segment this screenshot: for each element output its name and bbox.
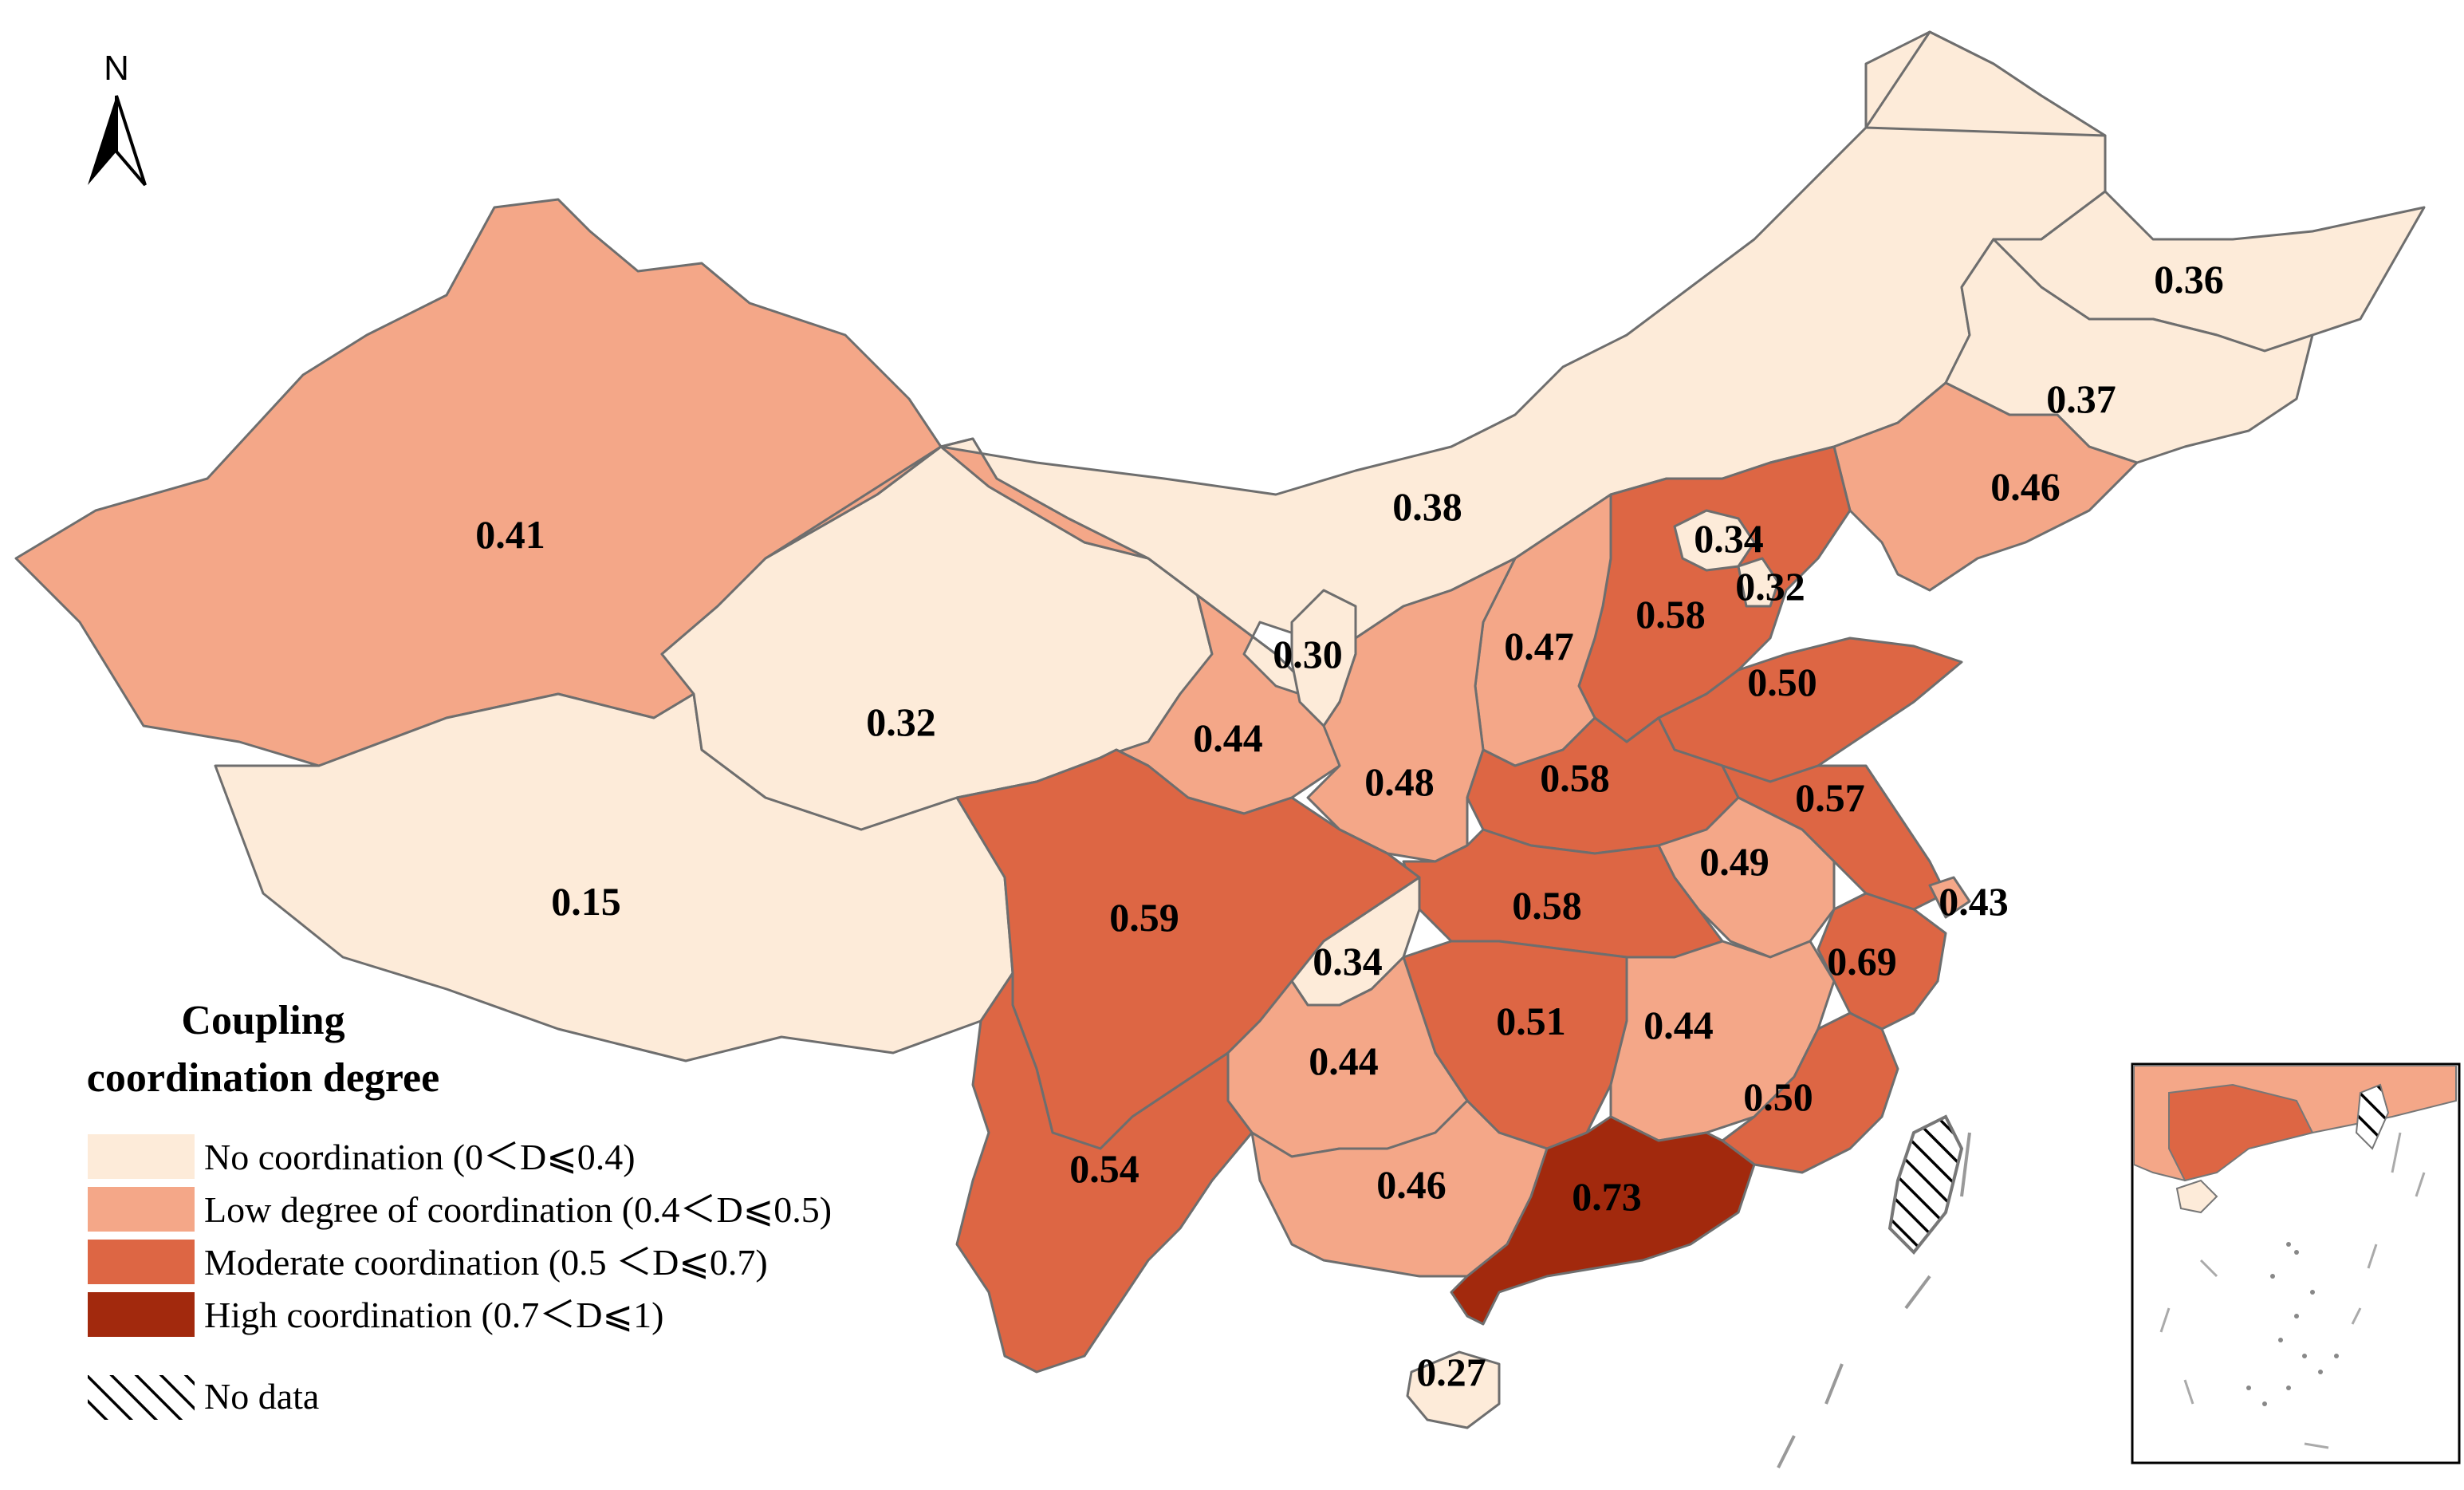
province-liaoning: [1832, 381, 2139, 592]
value-label-henan: 0.58: [1540, 755, 1610, 800]
value-label-ningxia: 0.30: [1273, 632, 1343, 676]
value-label-fujian: 0.50: [1743, 1074, 1813, 1119]
value-label-shaanxi: 0.48: [1364, 759, 1435, 804]
legend-item-2: Moderate coordination (0.5 ＜D⩽0.7): [88, 1240, 768, 1284]
province-beijing: [1673, 509, 1756, 572]
legend-label-3: High coordination (0.7＜D⩽1): [204, 1295, 663, 1335]
legend-item-3: High coordination (0.7＜D⩽1): [88, 1292, 663, 1337]
value-label-zhejiang: 0.69: [1827, 939, 1897, 983]
province-hainan: [1406, 1350, 1501, 1429]
legend-label-no-data: No data: [204, 1376, 319, 1417]
value-label-jilin: 0.37: [2046, 376, 2116, 421]
value-label-hunan: 0.51: [1496, 999, 1566, 1043]
value-label-jiangsu: 0.57: [1795, 775, 1865, 820]
south-china-sea-inset: [2131, 1062, 2461, 1464]
legend-swatch-3: [88, 1292, 195, 1337]
province-heilongjiang: [1864, 30, 2426, 353]
legend-item-1: Low degree of coordination (0.4＜D⩽0.5): [88, 1187, 832, 1232]
value-label-jiangxi: 0.44: [1643, 1003, 1714, 1047]
inset-dots: [2246, 1242, 2339, 1406]
legend-item-no-data: No data: [88, 1375, 319, 1420]
value-label-qinghai: 0.32: [866, 700, 936, 744]
value-label-guangdong: 0.73: [1572, 1174, 1642, 1219]
value-label-tianjin: 0.32: [1735, 564, 1805, 609]
value-label-hebei: 0.58: [1635, 592, 1706, 637]
province-tianjin: [1737, 557, 1780, 608]
legend-title-line1: Coupling: [181, 998, 344, 1043]
island-marks: [1777, 1132, 1971, 1468]
north-arrow-right-half: [115, 95, 147, 187]
north-arrow-left-half: [88, 96, 116, 185]
value-label-guangxi: 0.46: [1376, 1162, 1447, 1207]
province-shanghai: [1928, 876, 1971, 919]
legend: Coupling coordination degree No coordina…: [87, 998, 832, 1420]
value-label-xinjiang: 0.41: [475, 512, 545, 557]
province-fujian: [1721, 1011, 1899, 1174]
province-yunnan: [955, 972, 1254, 1374]
value-label-heilongjiang: 0.36: [2154, 257, 2224, 302]
value-label-shanxi: 0.47: [1504, 624, 1574, 668]
legend-label-2: Moderate coordination (0.5 ＜D⩽0.7): [204, 1242, 768, 1283]
legend-label-0: No coordination (0＜D⩽0.4): [204, 1137, 636, 1177]
legend-swatch-0: [88, 1134, 195, 1179]
value-label-tibet: 0.15: [551, 879, 621, 924]
value-label-inner-mongolia: 0.38: [1392, 484, 1462, 529]
value-label-liaoning: 0.46: [1990, 464, 2061, 509]
north-arrow: N: [88, 49, 147, 187]
legend-items: No coordination (0＜D⩽0.4) Low degree of c…: [88, 1134, 832, 1337]
value-label-chongqing: 0.34: [1313, 939, 1383, 983]
legend-item-0: No coordination (0＜D⩽0.4): [88, 1134, 636, 1179]
value-label-guizhou: 0.44: [1309, 1039, 1379, 1083]
province-layer: [14, 30, 2426, 1429]
value-label-beijing: 0.34: [1694, 516, 1764, 561]
inset-islands: [2159, 1132, 2426, 1449]
inset-taiwan-no-data: [2355, 1083, 2390, 1150]
value-label-yunnan: 0.54: [1069, 1146, 1140, 1191]
value-label-gansu: 0.44: [1193, 715, 1263, 760]
value-label-hubei: 0.58: [1512, 883, 1582, 928]
legend-swatch-2: [88, 1240, 195, 1284]
legend-swatch-1: [88, 1187, 195, 1232]
value-label-shandong: 0.50: [1747, 660, 1817, 704]
north-label: N: [104, 49, 129, 88]
inset-guangdong: [2168, 1083, 2314, 1182]
value-label-sichuan: 0.59: [1109, 895, 1179, 940]
province-guangdong: [1450, 1115, 1756, 1326]
value-label-anhui: 0.49: [1699, 839, 1769, 884]
taiwan-no-data: [1887, 1114, 1964, 1255]
inset-hainan: [2175, 1179, 2218, 1214]
legend-swatch-no-data: [88, 1375, 195, 1420]
value-label-hainan: 0.27: [1416, 1350, 1486, 1394]
value-label-shanghai: 0.43: [1939, 879, 2009, 924]
legend-title-line2: coordination degree: [87, 1055, 439, 1101]
value-label-layer: 0.41 0.15 0.32 0.44 0.38 0.30 0.48 0.47 0.58 0.34…: [475, 257, 2224, 1394]
legend-label-1: Low degree of coordination (0.4＜D⩽0.5): [204, 1189, 832, 1230]
